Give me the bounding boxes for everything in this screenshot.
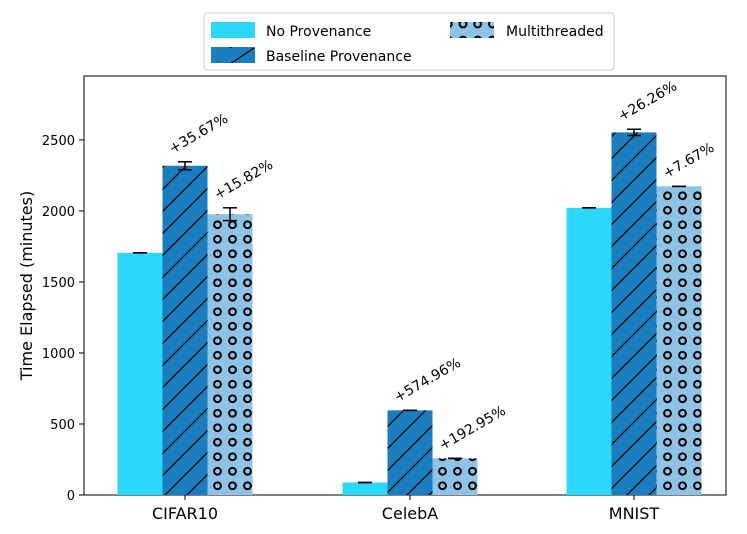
- x-tick-label-cifar10: CIFAR10: [152, 504, 218, 523]
- bar-no-provenance-cifar10: [117, 252, 163, 495]
- legend-swatch-no-provenance: [211, 22, 255, 38]
- axes: CIFAR10 CelebA MNIST 0 500 1000 1500 2000 2500 Ti…: [17, 134, 659, 523]
- bar-multithreaded-celeba: [432, 458, 478, 495]
- bar-multithreaded-cifar10: [207, 214, 253, 496]
- error-bars: [133, 128, 686, 484]
- y-axis-title: Time Elapsed (minutes): [17, 191, 36, 381]
- x-tick-label-celeba: CelebA: [382, 504, 438, 523]
- y-tick-label-1000: 1000: [42, 347, 75, 362]
- legend: No Provenance Baseline Provenance Multithr…: [203, 12, 615, 71]
- bars: [117, 132, 702, 496]
- bar-no-provenance-celeba: [342, 482, 388, 495]
- annotation-baseline-provenance-celeba: +574.96%: [392, 355, 464, 406]
- legend-swatch-multithreaded: [450, 22, 494, 38]
- bar-baseline-provenance-mnist: [611, 132, 657, 495]
- bar-no-provenance-mnist: [566, 207, 612, 495]
- legend-label-multithreaded: Multithreaded: [506, 24, 604, 40]
- legend-label-baseline-provenance: Baseline Provenance: [266, 49, 412, 65]
- y-tick-label-500: 500: [50, 418, 75, 433]
- y-tick-label-0: 0: [67, 489, 75, 504]
- bar-baseline-provenance-cifar10: [162, 165, 208, 495]
- annotation-multithreaded-mnist: +7.67%: [661, 140, 718, 182]
- annotation-baseline-provenance-mnist: +26.26%: [616, 78, 680, 124]
- y-tick-label-2500: 2500: [42, 134, 75, 149]
- x-tick-label-mnist: MNIST: [609, 504, 660, 523]
- bar-multithreaded-mnist: [656, 186, 702, 495]
- legend-box: [203, 12, 615, 71]
- y-tick-label-2000: 2000: [42, 205, 75, 220]
- y-tick-label-1500: 1500: [42, 276, 75, 291]
- legend-label-no-provenance: No Provenance: [266, 24, 371, 40]
- legend-swatch-baseline-provenance: [211, 47, 255, 63]
- bar-baseline-provenance-celeba: [387, 410, 433, 495]
- annotation-multithreaded-cifar10: +15.82%: [212, 157, 276, 203]
- annotation-multithreaded-celeba: +192.95%: [437, 403, 509, 454]
- annotation-baseline-provenance-cifar10: +35.67%: [167, 111, 231, 157]
